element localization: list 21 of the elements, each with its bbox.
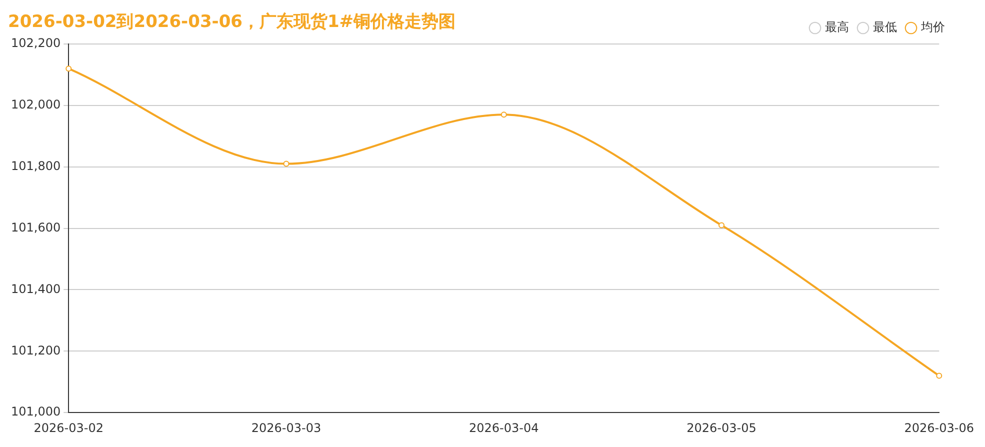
point: [283, 160, 290, 167]
y-tick-label: 101,600: [11, 220, 61, 234]
legend-label: 均价: [920, 20, 945, 34]
legend-label: 最低: [873, 20, 897, 34]
y-tick-label: 101,200: [11, 343, 61, 358]
x-tick-label: 2026-03-02: [34, 420, 104, 435]
point: [500, 112, 507, 118]
x-tick-label: 2026-03-04: [469, 420, 539, 435]
chart-title: 2026-03-02到2026-03-06，广东现货1#铜价格走势图: [8, 11, 456, 33]
y-tick-label: 101,000: [11, 404, 61, 419]
x-tick-label: 2026-03-06: [904, 420, 974, 435]
y-tick-label: 101,400: [11, 282, 61, 296]
point: [66, 66, 72, 72]
y-tick-label: 101,800: [11, 158, 61, 173]
y-tick-label: 102,000: [11, 98, 61, 112]
y-tick-label: 102,200: [11, 36, 61, 50]
x-tick-label: 2026-03-03: [251, 420, 322, 435]
point: [718, 222, 725, 228]
x-tick-label: 2026-03-05: [686, 420, 756, 435]
point: [936, 372, 942, 379]
legend-label: 最高: [825, 20, 849, 34]
